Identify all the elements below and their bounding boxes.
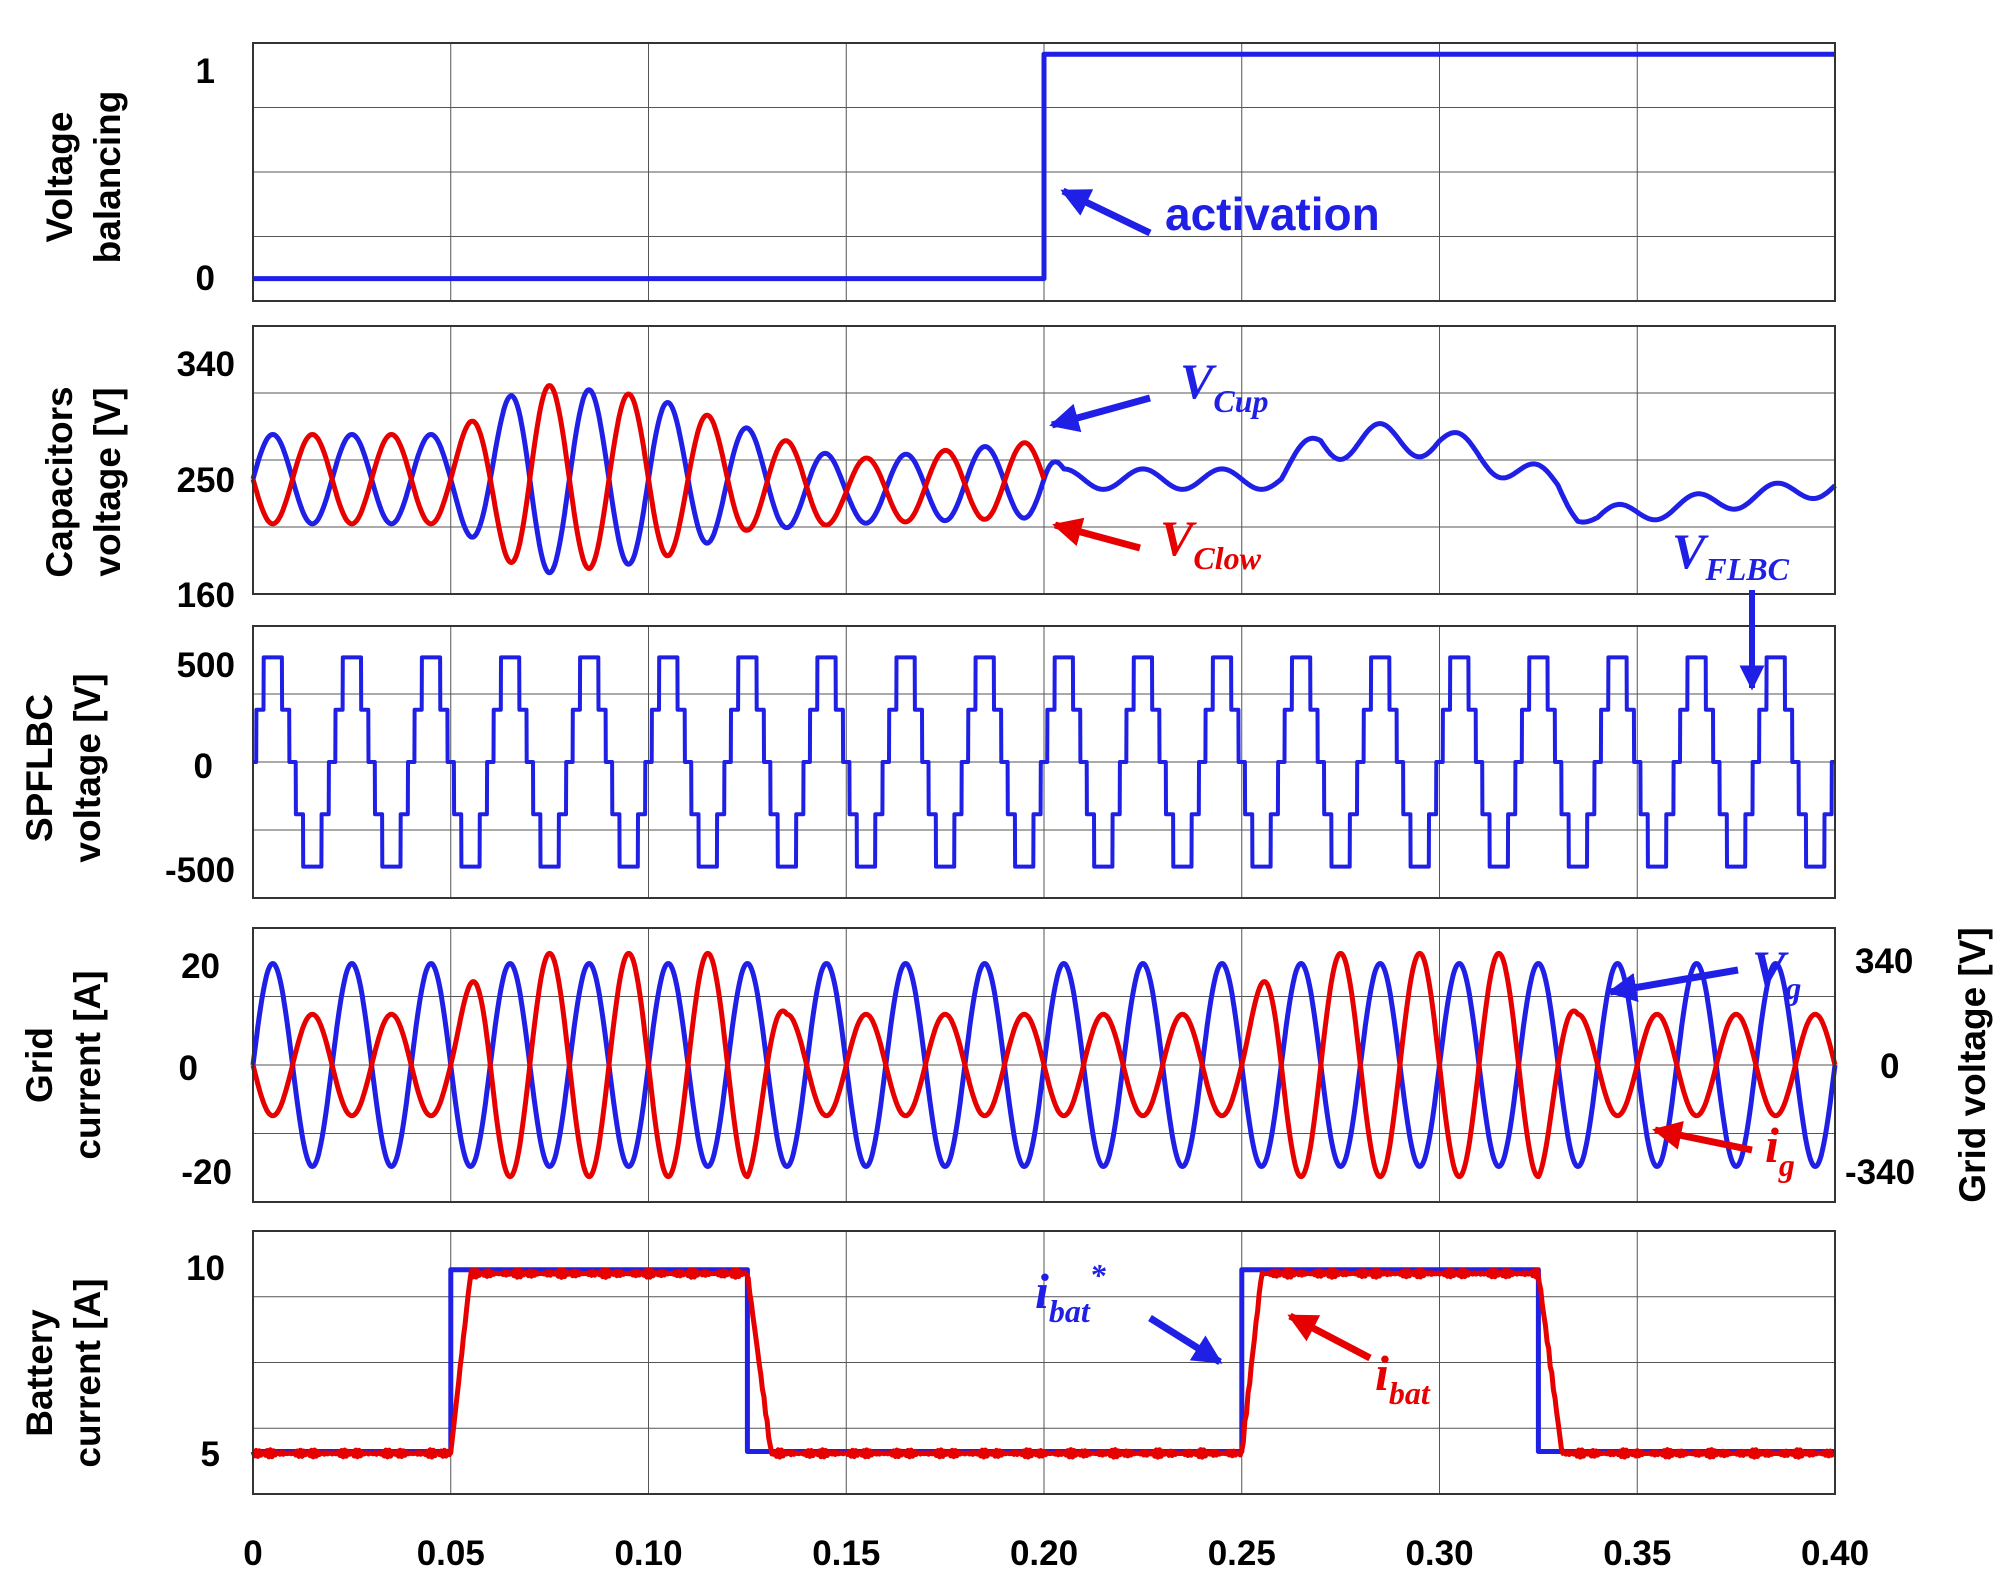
- plot-area: [250, 927, 1838, 1203]
- ylabel-line2: balancing: [87, 91, 128, 264]
- annotation-ig: ig: [1652, 1117, 1795, 1183]
- panel-grid-current: Grid current [A] 20 0 -20 340 0 -340 Gri…: [19, 927, 1993, 1203]
- ylabel-line1: Voltage: [39, 112, 80, 243]
- xtick-label: 0.30: [1405, 1534, 1473, 1573]
- annotation-label: ibat: [1375, 1345, 1431, 1411]
- series-V_Clow: [250, 383, 1047, 571]
- annotation-label: VFLBC: [1672, 523, 1790, 587]
- ylabel-right: Grid voltage [V]: [1952, 927, 1993, 1202]
- plot-frame: [252, 927, 1836, 1203]
- ytick-label: 250: [177, 461, 235, 500]
- annotation-arrow: [1607, 966, 1739, 1003]
- ytick-right-label: 0: [1880, 1047, 1899, 1086]
- plot-frame: [252, 325, 1836, 595]
- annotation-arrow: [1287, 1312, 1372, 1362]
- ytick-label: 10: [186, 1249, 225, 1288]
- annotation-label: VCup: [1180, 353, 1269, 419]
- ytick-label: 340: [177, 345, 235, 384]
- ytick-right-label: -340: [1845, 1153, 1915, 1192]
- ytick-right-label: 340: [1855, 942, 1913, 981]
- plot-frame: [252, 1230, 1836, 1495]
- series-balancing: [253, 51, 1835, 282]
- annotation-ibat: ibat: [1287, 1312, 1431, 1411]
- panel-voltage-balancing: Voltage balancing 1 0 activation: [39, 42, 1836, 302]
- ylabel-line2: voltage [V]: [87, 387, 128, 576]
- xtick-label: 0: [243, 1534, 262, 1573]
- series-i_bat: [250, 1267, 1836, 1460]
- annotation-vflbc: VFLBC: [1672, 523, 1790, 691]
- annotation-arrow: [1052, 517, 1141, 552]
- plot-frame: [252, 42, 1836, 302]
- annotation-arrow: [1148, 1315, 1223, 1365]
- ytick-label: 0: [194, 747, 213, 786]
- annotation-label: VClow: [1160, 510, 1262, 576]
- ytick-label: 500: [177, 646, 235, 685]
- annotation-vg: Vg: [1607, 940, 1801, 1006]
- ylabel-line1: Capacitors: [39, 386, 80, 577]
- ylabel-line1: SPFLBC: [19, 694, 60, 842]
- panel-spflbc-voltage: SPFLBC voltage [V] 500 0 -500 VFLBC: [19, 523, 1837, 899]
- xtick-label: 0.40: [1801, 1534, 1869, 1573]
- annotation-arrow: [1049, 394, 1151, 433]
- annotation-vclow: VClow: [1052, 510, 1262, 576]
- ytick-label: 0: [179, 1049, 198, 1088]
- annotation-label: ibat*: [1035, 1257, 1107, 1329]
- ytick-label: -20: [181, 1153, 232, 1192]
- annotation-arrow: [1652, 1120, 1753, 1154]
- series-i_g: [250, 950, 1838, 1180]
- plot-area: [250, 1230, 1836, 1495]
- annotation-activation: activation: [1060, 187, 1380, 240]
- ytick-label: 160: [177, 576, 235, 615]
- xtick-label: 0.10: [614, 1534, 682, 1573]
- ytick-label: 1: [196, 52, 215, 91]
- xtick-label: 0.20: [1010, 1534, 1078, 1573]
- series-V_FLBC: [251, 655, 1837, 869]
- panel-battery-current: Battery current [A] 10 5 0 0.05 0.10 0.15 0.…: [19, 1230, 1869, 1573]
- annotation-vcup: VCup: [1049, 353, 1269, 433]
- xtick-label: 0.25: [1208, 1534, 1276, 1573]
- panel-capacitors-voltage: Capacitors voltage [V] 340 250 160 VCup …: [39, 325, 1837, 615]
- plot-area: [252, 42, 1836, 302]
- plot-area: [251, 625, 1837, 899]
- ylabel-line2: current [A]: [67, 1278, 108, 1467]
- ytick-label: 0: [196, 259, 215, 298]
- plot-area: [250, 325, 1837, 595]
- x-tick-labels: 0 0.05 0.10 0.15 0.20 0.25 0.30 0.35 0.40: [243, 1534, 1869, 1573]
- ylabel-line1: Grid: [19, 1027, 60, 1103]
- ytick-label: -500: [165, 851, 235, 890]
- ytick-label: 5: [201, 1435, 220, 1474]
- plot-frame: [252, 625, 1836, 899]
- annotation-ibat-ref: ibat*: [1035, 1257, 1223, 1365]
- xtick-label: 0.05: [417, 1534, 485, 1573]
- ytick-label: 20: [181, 947, 220, 986]
- ylabel-line2: current [A]: [67, 970, 108, 1159]
- xtick-label: 0.35: [1603, 1534, 1671, 1573]
- ylabel-line1: Battery: [19, 1309, 60, 1437]
- xtick-label: 0.15: [812, 1534, 880, 1573]
- annotation-arrow: [1060, 187, 1152, 237]
- annotation-label: activation: [1165, 188, 1380, 240]
- annotation-label: ig: [1765, 1117, 1795, 1183]
- annotation-label: Vg: [1752, 940, 1801, 1006]
- ylabel-line2: voltage [V]: [67, 673, 108, 862]
